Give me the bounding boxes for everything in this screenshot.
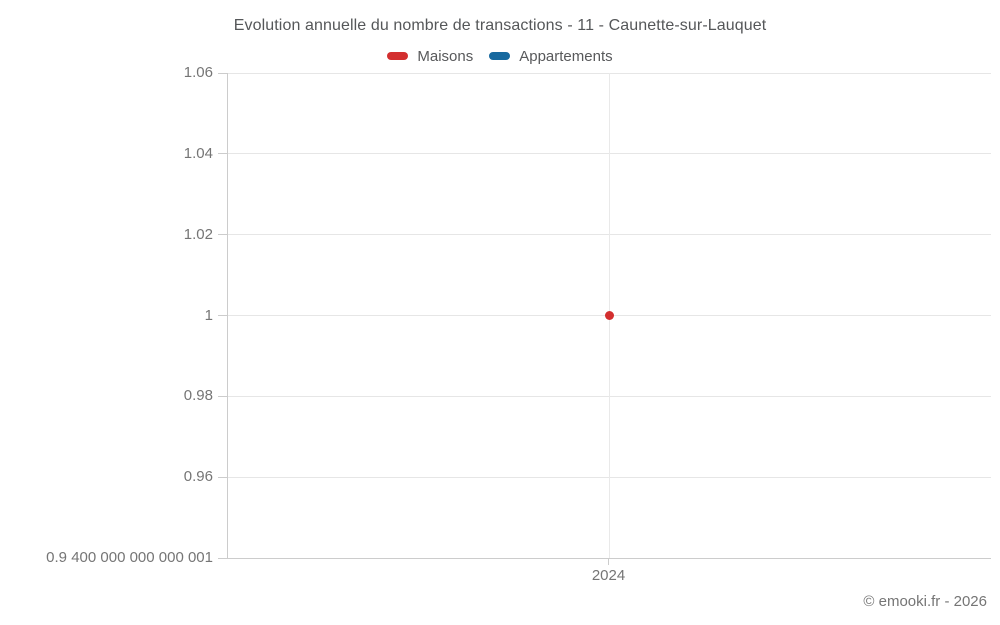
y-tick-mark [218, 153, 227, 155]
plot-area [227, 72, 991, 559]
y-tick-mark [218, 395, 227, 397]
y-tick-label: 1.04 [183, 144, 213, 162]
y-tick-label: 0.9 400 000 000 000 001 [46, 549, 213, 566]
chart-legend: Maisons Appartements [0, 45, 1000, 67]
legend-swatch-maisons-icon [387, 52, 409, 60]
legend-item-appartements[interactable]: Appartements [489, 47, 613, 65]
y-tick-mark [218, 476, 227, 478]
legend-swatch-appartements-icon [489, 52, 511, 60]
watermark: © emooki.fr - 2026 [863, 593, 987, 610]
y-tick-mark [218, 72, 227, 74]
data-point-maisons[interactable] [605, 311, 614, 320]
legend-label-appartements: Appartements [519, 47, 613, 65]
legend-item-maisons[interactable]: Maisons [387, 48, 473, 65]
y-tick-label: 0.98 [183, 387, 213, 405]
chart-title: Evolution annuelle du nombre de transact… [233, 17, 767, 34]
y-tick-mark [218, 557, 227, 559]
y-tick-label: 1.06 [183, 64, 213, 81]
legend-label-maisons: Maisons [417, 47, 474, 65]
y-tick-label: 1 [204, 306, 213, 324]
x-tick-mark [608, 559, 609, 565]
y-tick-mark [218, 234, 227, 236]
x-tick-label: 2024 [591, 567, 626, 584]
y-tick-mark [218, 315, 227, 316]
y-tick-label: 1.02 [183, 225, 213, 243]
y-tick-label: 0.96 [183, 468, 213, 486]
